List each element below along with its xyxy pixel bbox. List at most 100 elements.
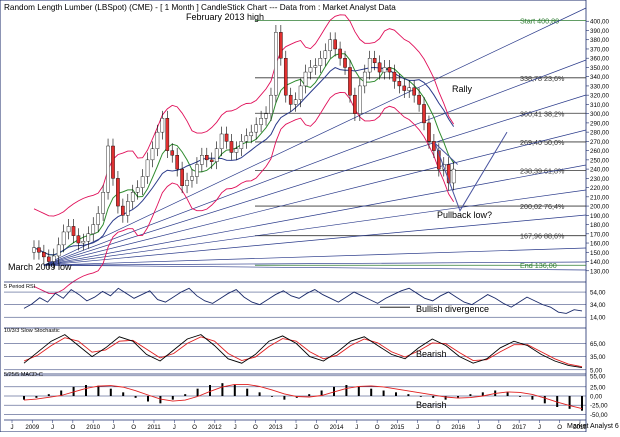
- fib-level-label: 338,78 23,6%: [520, 74, 565, 83]
- price-tick-label: 280,00: [590, 130, 609, 137]
- candle-body: [96, 213, 100, 225]
- candle-body: [37, 247, 41, 253]
- macd-tick-label: 55,00: [590, 373, 606, 380]
- price-tick-label: 150,00: [590, 250, 609, 257]
- macd-histogram-bar: [419, 396, 422, 397]
- candle-body: [254, 124, 258, 133]
- price-tick-label: 300,00: [590, 111, 609, 118]
- candle-body: [111, 145, 115, 179]
- candle-body: [432, 141, 436, 151]
- price-tick-label: 390,00: [590, 28, 609, 35]
- candle-body: [249, 131, 254, 137]
- time-tick-label: J: [294, 424, 297, 431]
- candle-body: [145, 159, 150, 177]
- candle-body: [293, 99, 298, 105]
- price-tick-label: 370,00: [590, 46, 609, 53]
- candle-body: [318, 58, 323, 66]
- time-tick-label: J: [112, 424, 115, 431]
- rsi-tick-label: 54,00: [590, 290, 606, 297]
- candle-body: [308, 67, 313, 73]
- time-tick-label: O: [253, 424, 258, 431]
- peak-annotation: February 2013 high: [186, 12, 264, 22]
- candle-body: [244, 135, 249, 142]
- price-tick-label: 200,00: [590, 204, 609, 211]
- candle-body: [338, 48, 342, 59]
- time-tick-label: 2013: [269, 424, 283, 431]
- candle-body: [81, 240, 86, 244]
- fib-level-label: 269,40 50,0%: [520, 138, 565, 147]
- time-tick-label: O: [314, 424, 319, 431]
- rsi-panel: 14,00 34,00 54,00: [4, 281, 606, 322]
- price-axis-background: [586, 0, 620, 432]
- candle-body: [86, 233, 91, 242]
- price-panel: 130,00 140,00 150,00 160,00 170,00 180,00 190,…: [32, 0, 620, 432]
- time-tick-label: J: [10, 424, 13, 431]
- candle-body: [446, 164, 451, 184]
- candle-body: [140, 176, 145, 188]
- candle-body: [185, 179, 189, 186]
- price-tick-label: 220,00: [590, 185, 609, 192]
- macd-histogram-bar: [47, 394, 50, 396]
- stochastic-tick-label: 35,00: [590, 354, 606, 361]
- candle-body: [229, 141, 234, 153]
- macd-histogram-bar: [209, 385, 211, 396]
- price-tick-label: 270,00: [590, 139, 609, 146]
- price-tick-label: 230,00: [590, 176, 609, 183]
- macd-histogram-bar: [271, 396, 273, 397]
- low-annotation: March 2009 low: [8, 262, 72, 272]
- price-tick-label: 160,00: [590, 241, 609, 248]
- macd-tick-label: 25,00: [590, 384, 606, 391]
- pullback-annotation: Pullback low?: [437, 210, 492, 220]
- macd-panel: -50,00 -25,00 0,00 25,00 55,00: [4, 373, 608, 419]
- rsi-panel-label: 5 Period RSI: [4, 284, 36, 290]
- candle-body: [190, 176, 194, 181]
- time-tick-label: 2011: [147, 424, 161, 431]
- candle-body: [180, 168, 184, 186]
- rally-annotation: Rally: [452, 84, 473, 94]
- macd-histogram-bar: [543, 396, 546, 404]
- candle-body: [47, 256, 51, 262]
- candle-body: [214, 148, 219, 162]
- price-tick-label: 400,00: [590, 19, 609, 26]
- candle-body: [367, 58, 372, 73]
- candle-body: [51, 255, 56, 262]
- candle-body: [288, 94, 293, 105]
- fan-line: [43, 261, 587, 266]
- candle-body: [71, 226, 76, 236]
- bollinger-lower: [33, 91, 455, 295]
- candle-body: [175, 155, 179, 170]
- price-tick-label: 380,00: [590, 37, 609, 44]
- candle-body: [451, 168, 456, 184]
- price-tick-label: 190,00: [590, 213, 609, 220]
- fan-line: [43, 214, 587, 266]
- fib-level-label: 238,39 61,8%: [520, 167, 565, 176]
- candle-body: [382, 67, 387, 73]
- candle-body: [407, 87, 412, 91]
- candle-body: [106, 145, 110, 193]
- candle-body: [353, 94, 357, 114]
- time-tick-label: 2010: [86, 424, 100, 431]
- rsi-annotation: Bullish divergence: [416, 304, 489, 314]
- macd-histogram-bar: [407, 394, 410, 396]
- candle-body: [427, 122, 431, 142]
- time-tick-label: J: [538, 424, 541, 431]
- candle-body: [392, 71, 397, 82]
- candle-body: [328, 39, 333, 52]
- time-tick-label: O: [557, 424, 562, 431]
- fan-line: [43, 94, 587, 266]
- macd-histogram-bar: [357, 386, 360, 396]
- candle-body: [135, 187, 140, 193]
- macd-histogram-bar: [568, 396, 571, 409]
- candle-body: [274, 32, 278, 96]
- candle-body: [224, 133, 229, 142]
- candle-body: [377, 62, 382, 73]
- macd-histogram-bar: [122, 392, 125, 396]
- stochastic-slow-line: [23, 336, 583, 368]
- fib-level-label: End 136,00: [520, 261, 557, 270]
- candle-body: [397, 81, 402, 87]
- price-tick-label: 340,00: [590, 74, 609, 81]
- stochastic-panel: 5,00 35,00 65,00: [4, 327, 606, 374]
- candle-body: [402, 85, 407, 91]
- rsi-line: [23, 287, 583, 314]
- macd-histogram-bar: [97, 385, 100, 396]
